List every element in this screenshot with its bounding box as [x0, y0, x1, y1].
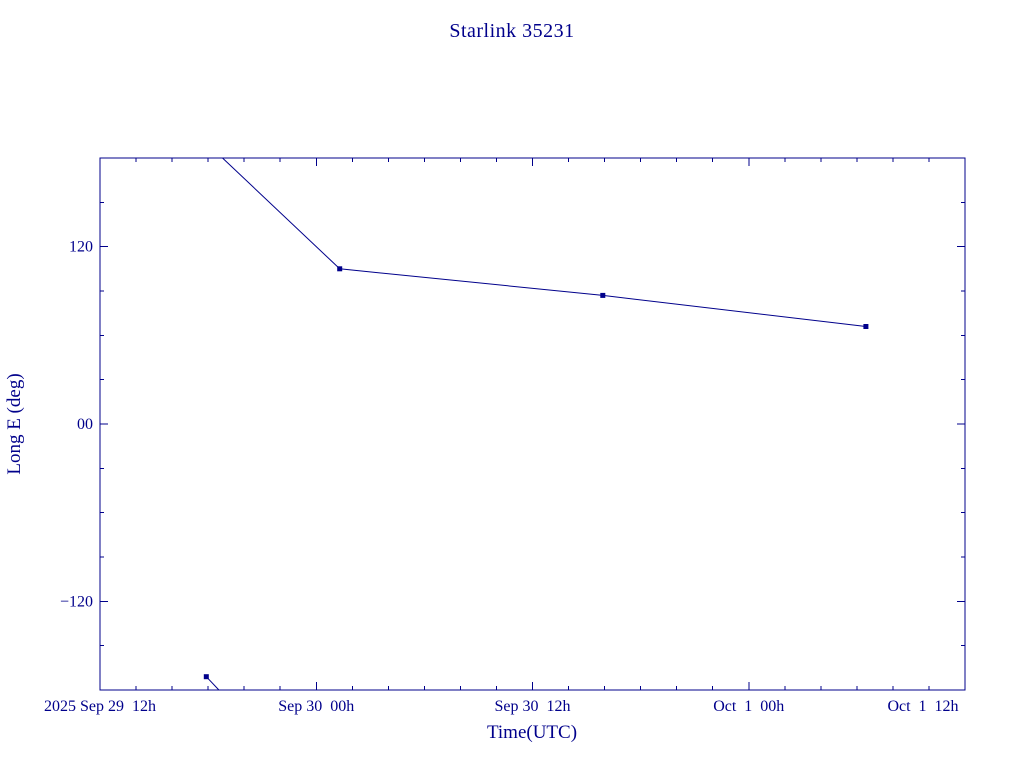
x-tick-label: Oct 1 12h: [887, 698, 958, 715]
x-axis-label: Time(UTC): [487, 722, 577, 743]
y-tick-label: −120: [60, 593, 93, 610]
data-point-marker: [337, 266, 343, 272]
x-tick-label: 2025 Sep 29 12h: [44, 698, 156, 715]
data-point-marker: [863, 324, 869, 329]
x-tick-label: Oct 1 00h: [713, 698, 784, 715]
x-tick-label: Sep 30 12h: [495, 698, 571, 715]
chart-title: Starlink 35231: [449, 20, 574, 42]
y-tick-label: 00: [77, 416, 93, 433]
plot-border: [99, 157, 966, 691]
y-tick-label: 120: [69, 239, 93, 256]
plot-area: 2025 Sep 29 12h Sep 30 00h Sep 30 12h Oct 1…: [44, 157, 966, 715]
x-tick-label: Sep 30 00h: [278, 698, 354, 715]
data-point-marker: [203, 674, 209, 680]
y-axis-label: Long E (deg): [4, 373, 25, 474]
axes: [99, 157, 966, 691]
data-point-marker: [600, 292, 606, 298]
data-line-segment: [222, 157, 866, 327]
